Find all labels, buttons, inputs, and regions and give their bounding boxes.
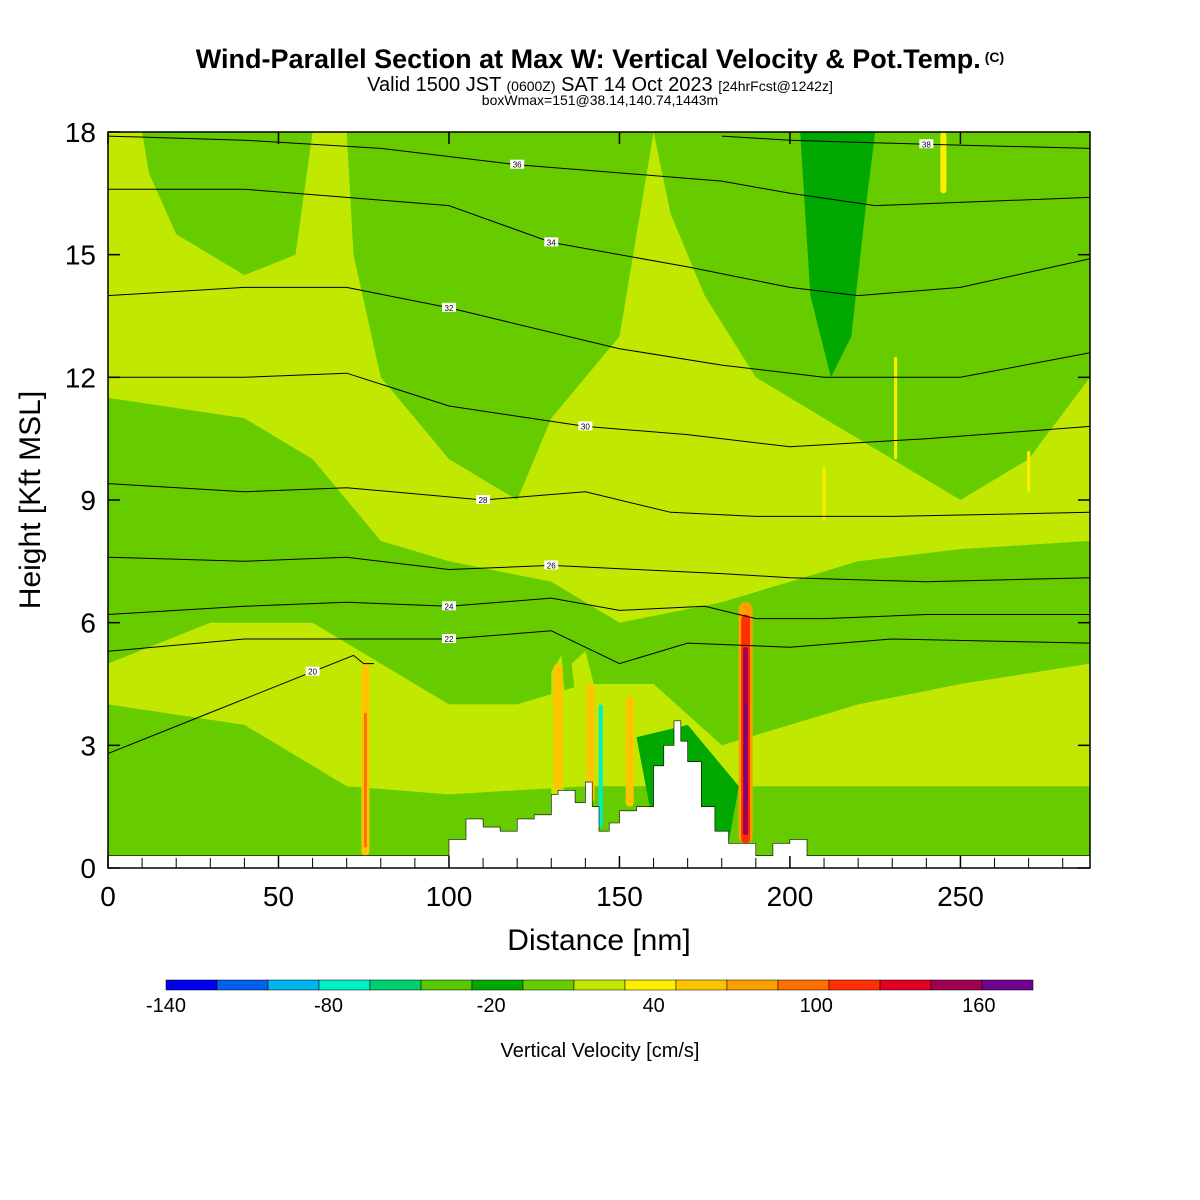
downdraft-core [598, 704, 603, 828]
contour-label: 28 [479, 496, 488, 505]
subtitle-date: SAT 14 Oct 2023 [561, 74, 713, 96]
colorbar-swatch [165, 979, 218, 991]
x-tick-label: 0 [100, 881, 116, 912]
theta-contour [108, 483, 1090, 517]
colorbar-swatch [471, 979, 524, 991]
contour-label-bg [919, 139, 934, 149]
contour-label-bg [544, 237, 559, 247]
theta-contour [721, 135, 1090, 149]
updraft-core [822, 467, 826, 521]
theta-contour [108, 286, 1090, 378]
y-axis-title: Height [Kft MSL] [14, 391, 47, 609]
theta-contour [108, 630, 1090, 665]
colorbar-swatch [318, 979, 371, 991]
contour-label-bg [441, 302, 456, 312]
colorbar-tick-label: -140 [146, 995, 186, 1017]
x-axis-title: Distance [nm] [507, 924, 690, 957]
colorbar-swatch [267, 979, 320, 991]
contour-label-bg [578, 421, 593, 431]
x-tick-label: 100 [426, 881, 473, 912]
contour-label: 26 [547, 561, 556, 570]
contour-label: 24 [445, 602, 454, 611]
subtitle-valid: Valid 1500 JST [367, 74, 501, 96]
subtitle-forecast: [24hrFcst@1242z] [718, 78, 833, 94]
updraft-core [1027, 450, 1031, 492]
contour-label-bg [476, 495, 491, 504]
colorbar-swatch [726, 979, 779, 991]
updraft-core [625, 696, 634, 807]
theta-contour [108, 556, 1090, 583]
colorbar: -140 -80 -20 40 100 160 [146, 979, 1034, 1017]
x-tick-label: 150 [596, 881, 643, 912]
updraft-core [586, 684, 595, 803]
updraft-core [363, 712, 367, 848]
x-tick-label: 200 [767, 881, 814, 912]
contour-label: 32 [445, 304, 454, 313]
y-tick-label: 6 [80, 608, 96, 639]
chart-title: Wind-Parallel Section at Max W: Vertical… [0, 44, 1200, 75]
contour-label: 36 [513, 161, 522, 170]
colorbar-tick-label: -80 [314, 995, 343, 1017]
title-text: Wind-Parallel Section at Max W: Vertical… [195, 44, 981, 74]
field-patch [653, 132, 1090, 500]
updraft-core [894, 356, 898, 460]
contour-label: 20 [308, 668, 317, 677]
y-tick-label: 9 [80, 485, 96, 516]
colorbar-swatch [624, 979, 677, 991]
theta-contours: 20 22 24 26 28 30 32 34 36 38 [108, 135, 1090, 754]
contour-label-bg [441, 634, 456, 644]
subtitle-utc: (0600Z) [506, 78, 556, 94]
colorbar-swatch [981, 979, 1034, 991]
theta-contour [108, 654, 374, 754]
contour-label: 38 [922, 140, 931, 149]
contour-label-bg [305, 666, 320, 676]
theta-contour [108, 597, 1090, 620]
colorbar-title: Vertical Velocity [cm/s] [501, 1040, 700, 1062]
x-tick-label: 50 [263, 881, 294, 912]
updraft-core [744, 704, 747, 807]
contour-label-bg [510, 159, 525, 169]
contour-label: 34 [547, 238, 556, 247]
colorbar-swatch [777, 979, 830, 991]
field-patch [142, 132, 313, 276]
colorbar-tick-label: 40 [643, 995, 665, 1017]
contour-label-bg [441, 601, 456, 611]
colorbar-swatch [216, 979, 269, 991]
field-patch [800, 132, 876, 378]
y-tick-label: 12 [65, 362, 96, 393]
contour-label: 22 [445, 635, 454, 644]
colorbar-swatch [369, 979, 422, 991]
copyright-mark: (C) [984, 49, 1005, 65]
y-tick-label: 3 [80, 730, 96, 761]
contour-label: 30 [581, 422, 590, 431]
colorbar-swatch [573, 979, 626, 991]
colorbar-swatch [420, 979, 473, 991]
contour-label-bg [544, 560, 559, 570]
colorbar-tick-label: -20 [477, 995, 506, 1017]
theta-contour [108, 135, 1090, 207]
field-patch [346, 132, 654, 500]
x-tick-label: 250 [937, 881, 984, 912]
updraft-core [553, 663, 563, 791]
field-patch [108, 397, 1090, 746]
terrain-fill [108, 720, 1090, 868]
chart-subtitle-boxwmax: boxWmax=151@38.14,140.74,1443m [481, 92, 719, 108]
y-tick-label: 0 [80, 853, 96, 884]
y-tick-label: 15 [65, 240, 96, 271]
colorbar-swatch [522, 979, 575, 991]
colorbar-tick-label: 160 [962, 995, 995, 1017]
updraft-core [940, 132, 947, 194]
chart-subtitle: Valid 1500 JST (0600Z) SAT 14 Oct 2023 [… [0, 74, 1200, 97]
theta-contour [108, 188, 1090, 297]
y-tick-label: 18 [65, 117, 96, 148]
colorbar-swatch [879, 979, 932, 991]
colorbar-tick-label: 100 [800, 995, 833, 1017]
colorbar-swatch [675, 979, 728, 991]
colorbar-swatch [828, 979, 881, 991]
colorbar-swatch [930, 979, 983, 991]
